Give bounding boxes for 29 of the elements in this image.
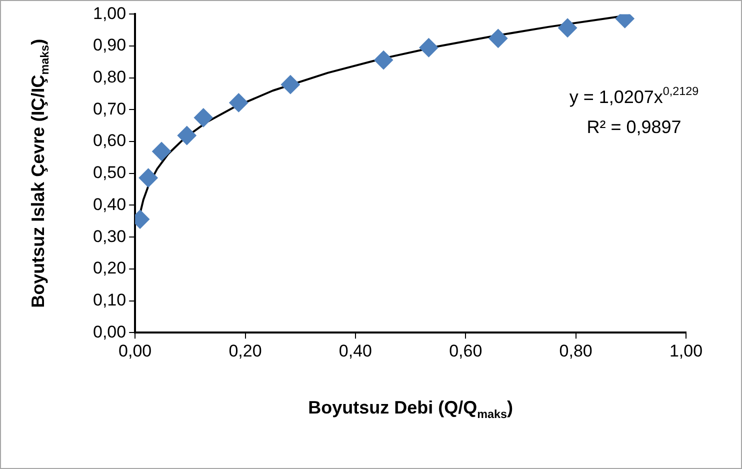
point	[138, 168, 158, 188]
y-tick-label: 0,40	[92, 194, 126, 214]
x-tick-label: 0,60	[449, 341, 482, 360]
point	[558, 18, 578, 38]
point	[177, 126, 196, 146]
y-tick-label: 0,30	[92, 226, 126, 246]
y-tick-label: 0,20	[92, 258, 126, 278]
x-tick-label: 1,00	[669, 341, 703, 360]
y-tick-label: 1,00	[92, 4, 126, 23]
x-tick-label: 0,00	[118, 341, 152, 360]
y-tick-label: 0,80	[92, 68, 126, 87]
annotation: R² = 0,9897	[586, 116, 682, 137]
x-tick-label: 0,20	[228, 341, 262, 360]
x-tick-label: 0,40	[338, 341, 372, 360]
point	[419, 38, 438, 58]
point	[194, 108, 213, 128]
point	[488, 28, 508, 48]
x-tick-label: 0,80	[559, 341, 592, 360]
point	[152, 142, 172, 161]
y-tick-label: 0,90	[92, 36, 126, 55]
point	[374, 50, 394, 70]
y-tick-label: 0,00	[92, 322, 126, 342]
point	[280, 75, 300, 94]
y-tick-label: 0,10	[92, 290, 126, 310]
y-axis-title: Boyutsuz Islak Çevre (IÇ/IÇmaks)	[28, 38, 52, 308]
y-tick-label: 0,50	[92, 163, 126, 182]
point	[229, 93, 248, 112]
y-tick-label: 0,70	[92, 99, 126, 118]
y-tick-label: 0,60	[92, 131, 126, 150]
